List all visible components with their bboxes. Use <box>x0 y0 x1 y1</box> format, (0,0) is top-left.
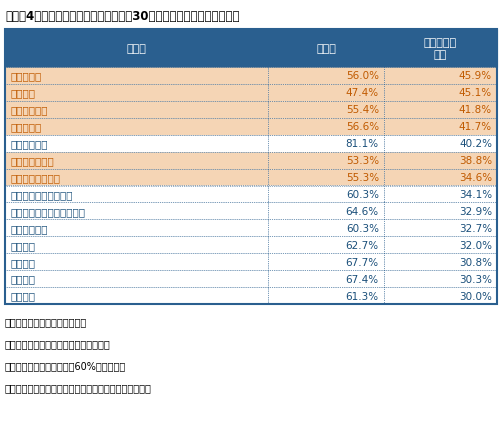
Text: 30.8%: 30.8% <box>458 257 491 267</box>
Bar <box>268 135 383 152</box>
Bar <box>383 102 496 118</box>
Text: リンナイ: リンナイ <box>11 291 36 301</box>
Text: 外国人株主
比率: 外国人株主 比率 <box>423 38 456 60</box>
Bar <box>268 220 383 237</box>
Bar <box>383 203 496 220</box>
Bar <box>5 253 268 270</box>
Text: 60.3%: 60.3% <box>345 224 378 233</box>
Text: 45.9%: 45.9% <box>458 71 491 81</box>
Bar <box>268 30 383 68</box>
Text: 住友重機械工業: 住友重機械工業 <box>11 156 55 166</box>
Bar <box>268 68 383 85</box>
Text: 積水化学工業: 積水化学工業 <box>11 139 49 149</box>
Text: （注１）外国人株主比率は自己株控除後: （注１）外国人株主比率は自己株控除後 <box>5 338 111 348</box>
Text: 32.9%: 32.9% <box>458 207 491 217</box>
Text: 64.6%: 64.6% <box>345 207 378 217</box>
Bar <box>383 237 496 253</box>
Text: 【図表4】主要企業（外国人株主比率が30％以上）の継続議案の賛成率: 【図表4】主要企業（外国人株主比率が30％以上）の継続議案の賛成率 <box>5 10 239 23</box>
Bar <box>268 237 383 253</box>
Bar <box>5 85 268 102</box>
Bar <box>5 169 268 186</box>
Text: セイノーホールディングス: セイノーホールディングス <box>11 207 86 217</box>
Text: 32.7%: 32.7% <box>458 224 491 233</box>
Text: 34.6%: 34.6% <box>458 173 491 183</box>
Bar <box>268 169 383 186</box>
Text: 住友大阪セメント: 住友大阪セメント <box>11 173 61 183</box>
Text: 日本ハム: 日本ハム <box>11 240 36 250</box>
Text: 41.8%: 41.8% <box>458 105 491 115</box>
Text: 60.3%: 60.3% <box>345 190 378 200</box>
Text: 41.7%: 41.7% <box>458 122 491 132</box>
Bar <box>268 287 383 304</box>
Bar <box>5 152 268 169</box>
Bar <box>383 270 496 287</box>
Text: 30.3%: 30.3% <box>458 274 491 284</box>
Bar <box>5 186 268 203</box>
Bar <box>5 220 268 237</box>
Text: 38.8%: 38.8% <box>458 156 491 166</box>
Bar <box>268 85 383 102</box>
Text: （注２）色掛けは賛成率が60%未満の企業: （注２）色掛けは賛成率が60%未満の企業 <box>5 360 126 370</box>
Bar <box>383 186 496 203</box>
Text: （出所）各社適時開示、臨時報告書等より大和総研作成: （出所）各社適時開示、臨時報告書等より大和総研作成 <box>5 382 152 392</box>
Bar <box>268 152 383 169</box>
Text: （＊）株主総会にて議案は否決: （＊）株主総会にて議案は否決 <box>5 316 87 326</box>
Bar <box>268 102 383 118</box>
Text: 34.1%: 34.1% <box>458 190 491 200</box>
Text: ミネベア: ミネベア <box>11 257 36 267</box>
Bar <box>383 152 496 169</box>
Bar <box>5 270 268 287</box>
Text: 67.7%: 67.7% <box>345 257 378 267</box>
Text: 47.4%: 47.4% <box>345 88 378 98</box>
Bar <box>5 237 268 253</box>
Bar <box>5 68 268 85</box>
Bar <box>5 135 268 152</box>
Text: 丸井グループ: 丸井グループ <box>11 224 49 233</box>
Text: 55.3%: 55.3% <box>345 173 378 183</box>
Bar <box>268 203 383 220</box>
Bar <box>383 85 496 102</box>
Bar <box>268 253 383 270</box>
Bar <box>5 118 268 135</box>
Text: 40.2%: 40.2% <box>458 139 491 149</box>
Bar <box>268 186 383 203</box>
Bar <box>383 169 496 186</box>
Text: 53.3%: 53.3% <box>345 156 378 166</box>
Text: 45.1%: 45.1% <box>458 88 491 98</box>
Bar <box>5 30 496 304</box>
Bar <box>5 203 268 220</box>
Text: ダイセル: ダイセル <box>11 274 36 284</box>
Text: 企業名: 企業名 <box>126 44 146 54</box>
Text: 信越化学工業: 信越化学工業 <box>11 105 49 115</box>
Bar <box>5 102 268 118</box>
Text: 62.7%: 62.7% <box>345 240 378 250</box>
Text: 56.0%: 56.0% <box>345 71 378 81</box>
Text: アシックス: アシックス <box>11 71 42 81</box>
Bar <box>383 68 496 85</box>
Bar <box>268 118 383 135</box>
Bar <box>383 253 496 270</box>
Text: 81.1%: 81.1% <box>345 139 378 149</box>
Text: 56.6%: 56.6% <box>345 122 378 132</box>
Bar <box>5 287 268 304</box>
Bar <box>268 270 383 287</box>
Text: 32.0%: 32.0% <box>458 240 491 250</box>
Text: カプコン: カプコン <box>11 88 36 98</box>
Text: 三和ホールディングス: 三和ホールディングス <box>11 190 73 200</box>
Text: 賛成率: 賛成率 <box>316 44 335 54</box>
Text: オリンパス: オリンパス <box>11 122 42 132</box>
Text: 67.4%: 67.4% <box>345 274 378 284</box>
Text: 55.4%: 55.4% <box>345 105 378 115</box>
Bar <box>383 135 496 152</box>
Text: 30.0%: 30.0% <box>458 291 491 301</box>
Bar <box>383 287 496 304</box>
Bar <box>5 30 268 68</box>
Bar <box>383 30 496 68</box>
Text: 61.3%: 61.3% <box>345 291 378 301</box>
Bar <box>383 220 496 237</box>
Bar <box>383 118 496 135</box>
